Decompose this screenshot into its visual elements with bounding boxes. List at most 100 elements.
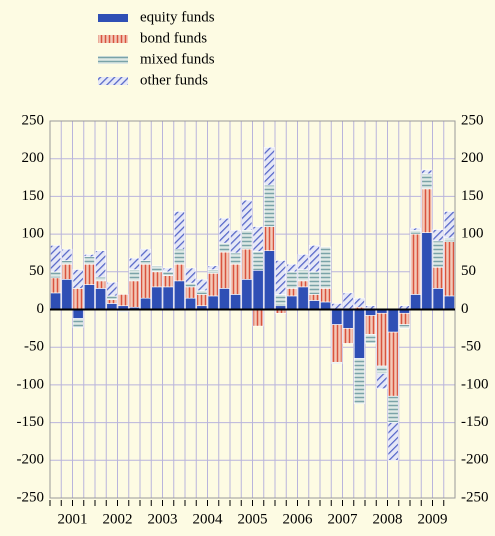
bar-segment xyxy=(443,237,455,242)
bar-segment xyxy=(83,256,95,265)
bar-segment xyxy=(353,358,365,405)
y-tick-label: -150 xyxy=(17,414,45,430)
bar-segment xyxy=(218,217,230,244)
bar-segment xyxy=(162,267,174,273)
bar-segment xyxy=(173,280,185,310)
bar-segment xyxy=(387,422,399,461)
y-tick-label: 100 xyxy=(22,226,45,242)
bar-segment xyxy=(410,227,422,231)
bar-segment xyxy=(230,252,242,265)
bar-segment xyxy=(61,263,73,280)
bar-segment xyxy=(421,173,433,190)
bar-segment xyxy=(365,334,377,344)
legend-label: bond funds xyxy=(140,30,207,46)
bar-segment xyxy=(128,280,140,308)
bar-segment xyxy=(173,248,185,265)
x-year-label: 2007 xyxy=(328,511,359,527)
bar-segment xyxy=(421,188,433,233)
bar-segment xyxy=(342,328,354,344)
legend-label: other funds xyxy=(140,72,208,88)
bar-segment xyxy=(72,269,84,289)
legend-swatch xyxy=(98,56,128,64)
bar-segment xyxy=(387,331,399,397)
bar-segment xyxy=(320,246,332,289)
bar-segment xyxy=(432,240,444,268)
bar-segment xyxy=(185,267,197,284)
bar-segment xyxy=(151,265,163,273)
bar-segment xyxy=(230,230,242,254)
bar-segment xyxy=(218,288,230,310)
bar-segment xyxy=(410,294,422,310)
bar-segment xyxy=(376,312,388,367)
y-tick-label: 150 xyxy=(22,188,45,204)
bar-segment xyxy=(61,248,73,261)
bar-segment xyxy=(106,299,118,304)
bar-segment xyxy=(387,309,399,333)
bar-segment xyxy=(308,300,320,310)
bar-segment xyxy=(331,324,343,363)
bar-segment xyxy=(252,226,264,252)
bar-segment xyxy=(140,260,152,265)
bar-segment xyxy=(83,284,95,310)
bar-segment xyxy=(432,266,444,289)
bar-segment xyxy=(275,260,287,295)
bar-segment xyxy=(286,288,298,297)
bar-segment xyxy=(286,271,298,289)
bar-segment xyxy=(308,294,320,301)
bar-segment xyxy=(95,288,107,310)
bar-segment xyxy=(376,365,388,374)
y2-tick-label: 250 xyxy=(461,112,484,128)
bar-segment xyxy=(263,250,275,310)
bar-segment xyxy=(241,248,253,280)
bar-segment xyxy=(230,263,242,295)
bar-segment xyxy=(151,271,163,288)
bars xyxy=(50,147,455,461)
y2-tick-label: -150 xyxy=(461,414,489,430)
bar-segment xyxy=(263,184,275,227)
bar-segment xyxy=(230,294,242,310)
bar-segment xyxy=(207,265,219,270)
legend-label: equity funds xyxy=(140,9,215,25)
bar-segment xyxy=(207,273,219,297)
bar-segment xyxy=(410,230,422,235)
y2-tick-label: 200 xyxy=(461,150,484,166)
y-tick-label: 200 xyxy=(22,150,45,166)
bar-segment xyxy=(151,286,163,310)
bar-segment xyxy=(83,254,95,258)
bar-segment xyxy=(263,147,275,186)
y2-tick-label: 0 xyxy=(461,301,469,317)
bar-segment xyxy=(162,275,174,288)
bar-segment xyxy=(83,263,95,285)
bar-segment xyxy=(432,229,444,242)
bar-segment xyxy=(443,295,455,310)
bar-segment xyxy=(252,269,264,310)
y2-tick-label: 50 xyxy=(461,263,476,279)
bar-segment xyxy=(421,232,433,310)
bar-segment xyxy=(308,245,320,273)
bar-segment xyxy=(140,263,152,299)
bar-segment xyxy=(331,309,343,325)
x-year-label: 2009 xyxy=(418,511,448,527)
legend-label: mixed funds xyxy=(140,51,215,67)
bar-segment xyxy=(376,373,388,389)
bar-segment xyxy=(72,309,84,319)
bar-segment xyxy=(72,318,84,328)
bar-segment xyxy=(443,211,455,239)
bar-segment xyxy=(196,279,208,291)
bar-segment xyxy=(207,269,219,274)
bar-segment xyxy=(185,282,197,288)
bar-segment xyxy=(61,260,73,265)
bar-segment xyxy=(95,250,107,278)
bar-segment xyxy=(410,233,422,295)
y2-tick-label: -50 xyxy=(461,339,481,355)
x-year-label: 2003 xyxy=(148,511,178,527)
bar-segment xyxy=(162,271,174,276)
bar-segment xyxy=(50,245,62,273)
bar-segment xyxy=(342,309,354,329)
bar-segment xyxy=(297,280,309,288)
x-year-label: 2004 xyxy=(193,511,224,527)
bar-segment xyxy=(207,295,219,310)
y-tick-label: 250 xyxy=(22,112,45,128)
bar-segment xyxy=(297,286,309,310)
